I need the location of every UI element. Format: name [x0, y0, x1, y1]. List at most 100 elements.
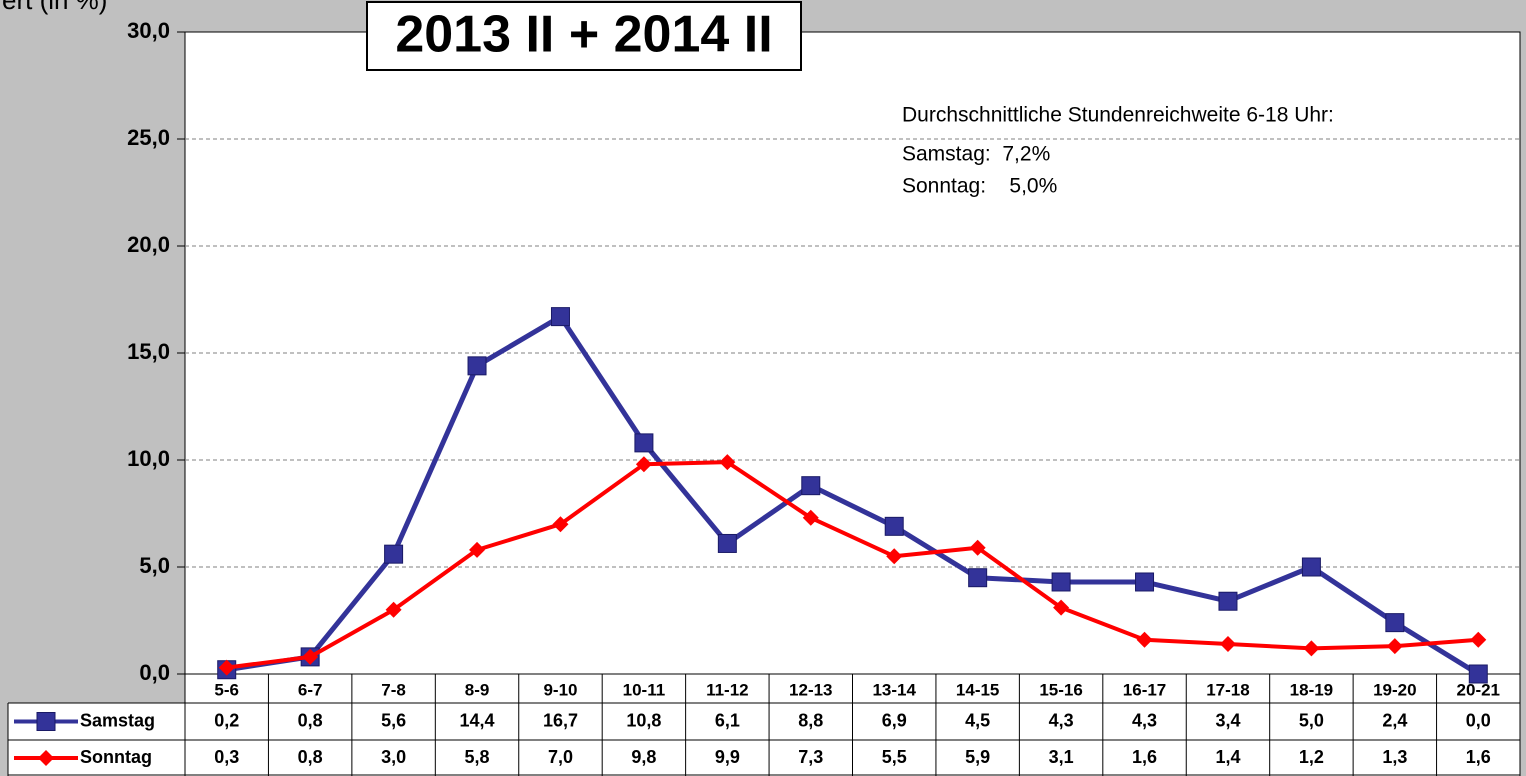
y-axis-label: ert (in %) — [2, 0, 107, 15]
data-label: 1,2 — [1299, 747, 1324, 767]
marker — [634, 433, 654, 453]
marker — [801, 476, 821, 496]
y-tick-label: 5,0 — [139, 553, 170, 578]
annotation: Sonntag: 5,0% — [902, 175, 1057, 198]
marker — [884, 516, 904, 536]
data-label: 4,5 — [965, 710, 990, 730]
data-label: 9,9 — [715, 747, 740, 767]
marker — [467, 356, 487, 376]
data-label: 3,0 — [381, 747, 406, 767]
data-label: 1,3 — [1382, 747, 1407, 767]
y-tick-label: 20,0 — [127, 232, 170, 257]
marker — [302, 648, 319, 665]
x-tick-label: 20-21 — [1457, 680, 1500, 699]
chart-title: 2013 II + 2014 II — [395, 6, 772, 64]
marker — [1136, 631, 1153, 648]
data-label: 0,0 — [1466, 710, 1491, 730]
y-tick-label: 0,0 — [139, 660, 170, 685]
legend-label: Sonntag — [80, 747, 152, 767]
data-label: 3,1 — [1049, 747, 1074, 767]
series-line — [226, 314, 1480, 677]
data-label: 14,4 — [460, 710, 495, 730]
marker — [1051, 572, 1071, 592]
marker — [969, 539, 986, 556]
x-tick-label: 19-20 — [1373, 680, 1416, 699]
marker — [385, 601, 402, 618]
marker — [384, 544, 404, 564]
data-label: 0,8 — [298, 710, 323, 730]
marker — [968, 568, 988, 588]
marker — [1470, 631, 1487, 648]
data-label: 1,6 — [1132, 747, 1157, 767]
data-label: 5,9 — [965, 747, 990, 767]
marker — [635, 456, 652, 473]
data-label: 7,3 — [798, 747, 823, 767]
y-tick-label: 10,0 — [127, 446, 170, 471]
x-tick-label: 5-6 — [214, 680, 239, 699]
y-tick-label: 25,0 — [127, 125, 170, 150]
marker — [1218, 591, 1238, 611]
marker — [550, 307, 570, 327]
data-label: 4,3 — [1049, 710, 1074, 730]
x-tick-label: 13-14 — [872, 680, 916, 699]
x-tick-label: 10-11 — [623, 680, 666, 699]
series — [218, 454, 1487, 676]
data-label: 2,4 — [1382, 710, 1407, 730]
data-label: 3,4 — [1215, 710, 1240, 730]
marker — [1219, 636, 1236, 653]
data-label: 0,2 — [214, 710, 239, 730]
annotation: Durchschnittliche Stundenreichweite 6-18… — [902, 104, 1334, 127]
x-tick-label: 7-8 — [381, 680, 406, 699]
series — [217, 307, 1488, 684]
marker — [1053, 599, 1070, 616]
marker — [218, 659, 235, 676]
data-label: 4,3 — [1132, 710, 1157, 730]
marker — [1385, 613, 1405, 633]
data-label: 10,8 — [626, 710, 661, 730]
data-label: 9,8 — [631, 747, 656, 767]
marker — [717, 533, 737, 553]
marker — [802, 509, 819, 526]
marker — [1386, 638, 1403, 655]
marker — [469, 541, 486, 558]
data-label: 5,5 — [882, 747, 907, 767]
marker — [1468, 664, 1488, 684]
x-tick-label: 15-16 — [1039, 680, 1082, 699]
x-tick-label: 18-19 — [1290, 680, 1333, 699]
data-label: 5,6 — [381, 710, 406, 730]
x-tick-label: 8-9 — [465, 680, 490, 699]
data-label: 0,3 — [214, 747, 239, 767]
x-tick-label: 6-7 — [298, 680, 323, 699]
y-tick-label: 15,0 — [127, 339, 170, 364]
x-tick-label: 16-17 — [1123, 680, 1166, 699]
x-tick-label: 9-10 — [543, 680, 577, 699]
data-label: 6,9 — [882, 710, 907, 730]
data-label: 1,6 — [1466, 747, 1491, 767]
marker — [1303, 640, 1320, 657]
marker — [552, 516, 569, 533]
x-tick-label: 12-13 — [789, 680, 832, 699]
legend-key-marker — [38, 750, 54, 766]
x-tick-label: 11-12 — [706, 680, 749, 699]
data-label: 16,7 — [543, 710, 578, 730]
data-label: 6,1 — [715, 710, 740, 730]
y-tick-label: 30,0 — [127, 18, 170, 43]
legend-label: Samstag — [80, 710, 155, 730]
marker — [719, 454, 736, 471]
data-label: 7,0 — [548, 747, 573, 767]
x-tick-label: 14-15 — [956, 680, 999, 699]
data-label: 5,8 — [465, 747, 490, 767]
title-box — [366, 1, 802, 71]
data-label: 5,0 — [1299, 710, 1324, 730]
data-label: 0,8 — [298, 747, 323, 767]
legend-key-marker — [36, 712, 56, 731]
marker — [1301, 557, 1321, 577]
data-label: 1,4 — [1215, 747, 1240, 767]
marker — [886, 548, 903, 565]
series-line — [226, 460, 1479, 670]
annotation: Samstag: 7,2% — [902, 143, 1050, 166]
data-label: 8,8 — [798, 710, 823, 730]
marker — [1135, 572, 1155, 592]
